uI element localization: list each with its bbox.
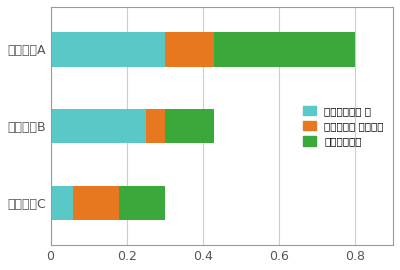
Bar xyxy=(50,109,146,143)
Legend: カルボキシル 基, フェノール 性水酸基, 塩基性官能基: カルボキシル 基, フェノール 性水酸基, 塩基性官能基 xyxy=(299,101,388,151)
Bar xyxy=(73,186,119,220)
Bar xyxy=(119,186,165,220)
Bar xyxy=(165,32,214,66)
Bar xyxy=(50,186,73,220)
Bar xyxy=(50,32,165,66)
Bar xyxy=(165,109,214,143)
Bar xyxy=(214,32,355,66)
Bar xyxy=(146,109,165,143)
